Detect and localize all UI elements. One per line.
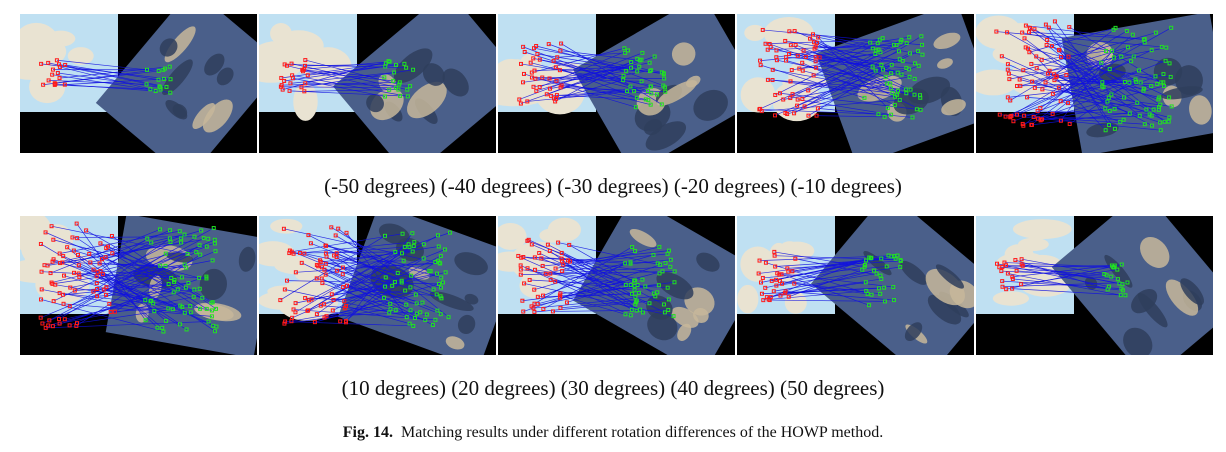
panel-50-degrees (976, 216, 1213, 355)
sensed-keypoints (862, 34, 925, 120)
figure-caption: Fig. 14. Matching results under differen… (0, 424, 1226, 442)
matching-image (20, 216, 257, 355)
panel-minus-40-degrees (259, 14, 496, 153)
panel-20-degrees (259, 216, 496, 355)
panel-40-degrees (737, 216, 974, 355)
figure-label: Fig. 14. (342, 424, 393, 441)
matching-image (737, 216, 974, 355)
reference-keypoints (994, 19, 1072, 128)
panel-10-degrees (20, 216, 257, 355)
reference-keypoints (757, 27, 822, 118)
sensed-keypoints (1102, 262, 1130, 298)
reference-map (20, 216, 118, 314)
sensed-keypoints (623, 244, 677, 319)
match-lines (996, 258, 1128, 296)
match-lines (280, 59, 414, 97)
sensed-keypoints (144, 64, 173, 95)
panel-minus-10-degrees (976, 14, 1213, 153)
sensed-satellite-image (105, 216, 257, 355)
reference-keypoints (39, 58, 68, 87)
reference-keypoints (995, 257, 1025, 292)
matching-image (259, 216, 496, 355)
panel-minus-50-degrees (20, 14, 257, 153)
match-lines (519, 43, 666, 108)
sensed-keypoints (860, 253, 903, 308)
sensed-keypoints (382, 59, 416, 99)
reference-map (20, 14, 118, 112)
match-lines (280, 227, 451, 327)
matching-image (20, 14, 257, 153)
match-lines (41, 59, 171, 94)
reference-keypoints (278, 225, 350, 326)
top-row-caption: (-50 degrees) (-40 degrees) (-30 degrees… (324, 174, 902, 198)
matching-image (259, 14, 496, 153)
matching-image (498, 216, 735, 355)
panel-minus-30-degrees (498, 14, 735, 153)
panel-minus-20-degrees (737, 14, 974, 153)
reference-map (976, 14, 1074, 112)
bottom-row-caption: (10 degrees) (20 degrees) (30 degrees) (… (341, 376, 885, 400)
reference-keypoints (517, 41, 564, 106)
matching-image (498, 14, 735, 153)
sensed-keypoints (621, 46, 668, 110)
reference-keypoints (516, 237, 572, 314)
matching-image (976, 14, 1213, 153)
top-row-panels (20, 14, 1215, 153)
sensed-satellite-image (95, 14, 257, 153)
reference-keypoints (38, 221, 117, 330)
panel-30-degrees (498, 216, 735, 355)
reference-keypoints (278, 58, 310, 94)
match-lines (759, 29, 923, 118)
sensed-keypoints (382, 230, 453, 328)
sensed-satellite-image (573, 14, 735, 153)
matching-image (737, 14, 974, 153)
matching-image (976, 216, 1213, 355)
bottom-row-panels (20, 216, 1215, 355)
reference-keypoints (756, 249, 798, 303)
sensed-satellite-image (332, 14, 496, 153)
sensed-keypoints (143, 226, 219, 334)
reference-map (737, 216, 835, 314)
sensed-keypoints (1099, 25, 1174, 133)
reference-map (737, 14, 835, 122)
figure-text: Matching results under different rotatio… (400, 424, 884, 441)
